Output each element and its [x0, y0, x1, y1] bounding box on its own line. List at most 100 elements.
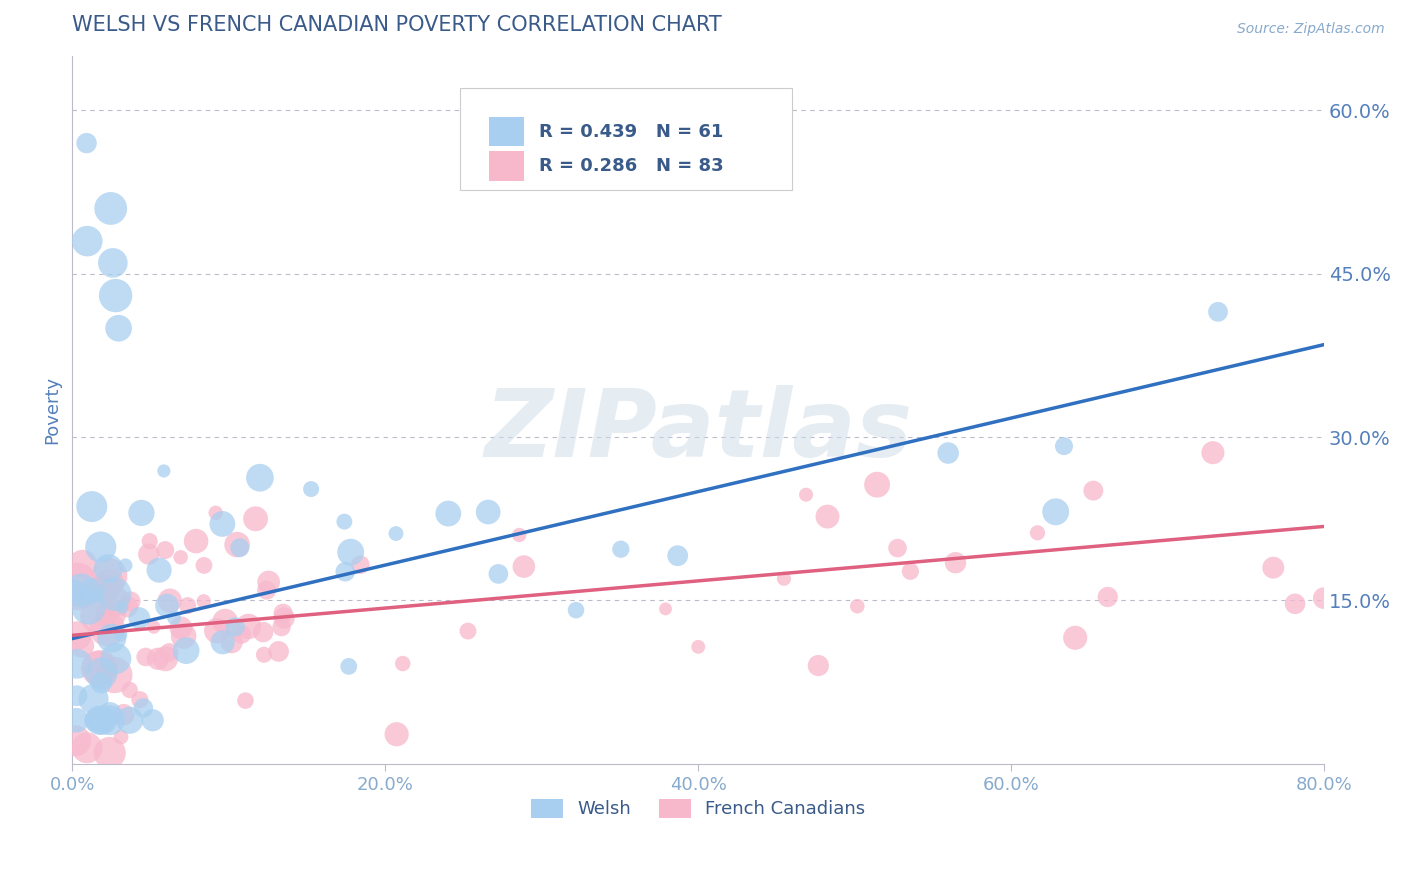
Point [817, 509, 839, 524]
Point [66, 591, 89, 605]
Point [62, 583, 84, 598]
Point [1026, 525, 1049, 540]
Point [211, 635, 233, 649]
Point [98, 746, 121, 760]
Point [157, 645, 180, 659]
Point [155, 543, 177, 558]
Point [1202, 445, 1225, 459]
Point [110, 730, 132, 744]
Point [193, 594, 215, 608]
Point [610, 542, 633, 557]
Point [193, 558, 215, 573]
Point [1053, 439, 1076, 453]
Point [477, 505, 499, 519]
Text: R = 0.286   N = 83: R = 0.286 N = 83 [538, 157, 724, 175]
Point [807, 658, 830, 673]
Point [252, 625, 274, 640]
Point [155, 651, 177, 665]
Point [273, 611, 295, 625]
Point [93, 582, 115, 596]
Point [128, 611, 150, 625]
Point [110, 628, 132, 642]
Point [159, 593, 181, 607]
Text: WELSH VS FRENCH CANADIAN POVERTY CORRELATION CHART: WELSH VS FRENCH CANADIAN POVERTY CORRELA… [72, 15, 723, 35]
Point [128, 692, 150, 706]
Point [131, 506, 153, 520]
Point [866, 477, 889, 491]
Point [1313, 591, 1336, 606]
Point [111, 600, 134, 615]
Point [103, 587, 125, 601]
Point [174, 643, 197, 657]
Point [173, 629, 195, 643]
Point [565, 603, 588, 617]
Point [1064, 631, 1087, 645]
Point [90, 676, 112, 690]
Point [104, 594, 127, 608]
Point [98, 707, 121, 722]
Point [87, 609, 110, 624]
Point [142, 620, 165, 634]
Point [96, 622, 118, 636]
Text: Source: ZipAtlas.com: Source: ZipAtlas.com [1237, 22, 1385, 37]
Point [100, 607, 122, 621]
Point [214, 615, 236, 629]
Point [513, 559, 536, 574]
Point [333, 515, 356, 529]
Point [224, 620, 246, 634]
Point [100, 632, 122, 646]
Point [846, 599, 869, 614]
Point [169, 550, 191, 565]
Legend: Welsh, French Canadians: Welsh, French Canadians [523, 792, 873, 826]
Point [270, 620, 292, 634]
Point [271, 606, 294, 620]
Point [66, 657, 89, 671]
Point [794, 488, 817, 502]
Point [508, 528, 530, 542]
Point [117, 599, 139, 614]
Point [335, 565, 357, 579]
Point [104, 651, 127, 665]
Point [457, 624, 479, 638]
Point [184, 534, 207, 549]
Bar [489, 117, 524, 146]
Point [120, 594, 142, 608]
Point [238, 619, 260, 633]
Point [76, 234, 98, 248]
Point [231, 627, 253, 641]
Point [256, 583, 278, 598]
Point [90, 666, 112, 681]
Point [112, 707, 135, 722]
Point [65, 713, 87, 727]
Point [84, 713, 107, 727]
Point [205, 624, 228, 638]
Point [87, 661, 110, 675]
Point [299, 482, 322, 496]
Point [1263, 560, 1285, 574]
Point [945, 556, 967, 570]
Point [245, 512, 267, 526]
Point [132, 701, 155, 715]
Point [229, 541, 252, 555]
Point [100, 202, 122, 216]
Point [148, 563, 170, 577]
Point [89, 713, 111, 727]
Point [76, 740, 98, 755]
Point [267, 644, 290, 658]
Point [138, 547, 160, 561]
Point [97, 561, 120, 575]
Point [688, 640, 710, 654]
Point [257, 574, 280, 589]
Point [66, 629, 89, 643]
Point [91, 713, 114, 727]
Point [221, 635, 243, 649]
Point [83, 692, 105, 706]
Point [72, 558, 94, 572]
Point [66, 689, 89, 703]
Point [82, 583, 104, 598]
Point [204, 506, 226, 520]
Point [226, 538, 249, 552]
Point [65, 733, 87, 747]
Point [666, 549, 689, 563]
Point [163, 611, 186, 625]
